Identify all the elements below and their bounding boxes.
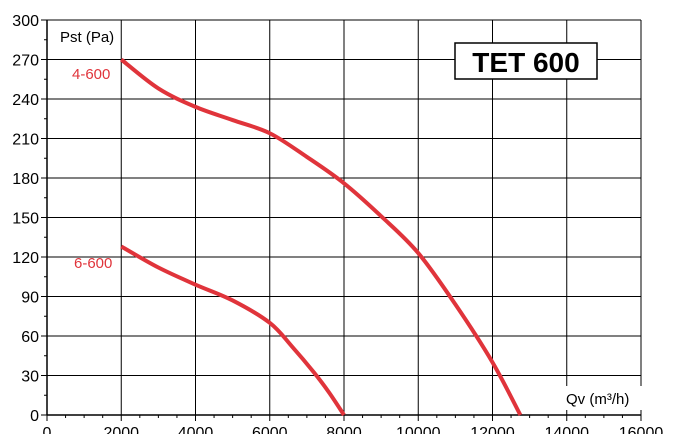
series-line-4-600: [120, 57, 523, 416]
chart-title-box: [454, 42, 598, 80]
y-tick-label: 90: [21, 290, 39, 307]
y-tick-label: 300: [12, 13, 39, 30]
x-tick-label: 6000: [252, 425, 288, 434]
x-axis-label: Qv (m³/h): [566, 391, 629, 408]
y-tick-label: 0: [30, 408, 39, 425]
x-tick-label: 16000: [619, 425, 664, 434]
x-tick-label: 8000: [326, 425, 362, 434]
y-tick-label: 180: [12, 171, 39, 188]
x-tick-label: 4000: [178, 425, 214, 434]
y-tick-label: 150: [12, 211, 39, 228]
ylabel-bg: [56, 24, 120, 48]
y-axis-label: Pst (Pa): [60, 29, 114, 46]
y-tick-label: 60: [21, 329, 39, 346]
chart-title: TET 600: [472, 47, 579, 78]
y-tick-label: 270: [12, 53, 39, 70]
series-lines: [120, 57, 523, 417]
y-tick-label: 210: [12, 132, 39, 149]
x-tick-label: 12000: [470, 425, 515, 434]
grid-lines: [47, 19, 642, 415]
x-tick-label: 0: [43, 425, 52, 434]
series-line-6-600: [120, 244, 346, 417]
x-tick-label: 10000: [396, 425, 441, 434]
x-tick-label: 2000: [103, 425, 139, 434]
xlabel-bg: [560, 386, 642, 410]
series-label-4-600: 4-600: [72, 66, 110, 83]
tick-labels: 0 30 60 90 120 150 180 210 240 270 300 0 2000 4000 600…: [12, 13, 663, 434]
x-tick-label: 14000: [545, 425, 590, 434]
series-label-6-600: 6-600: [74, 255, 112, 272]
y-tick-label: 120: [12, 250, 39, 267]
y-tick-label: 30: [21, 369, 39, 386]
minor-ticks: [41, 19, 642, 421]
y-tick-label: 240: [12, 92, 39, 109]
